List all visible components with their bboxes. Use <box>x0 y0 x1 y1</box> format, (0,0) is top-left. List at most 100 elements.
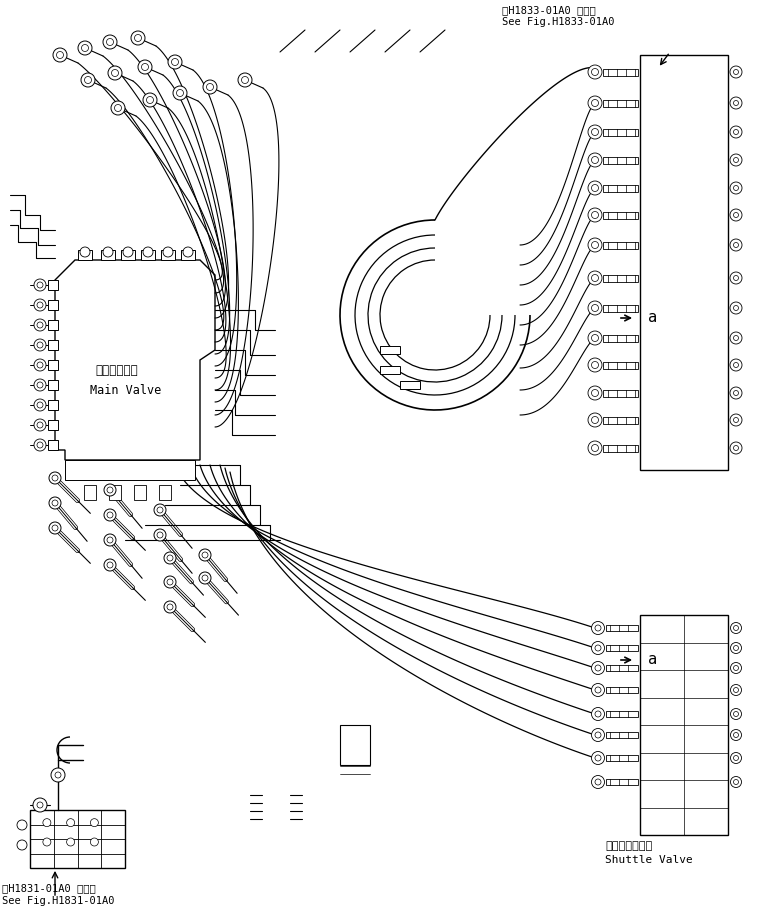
Circle shape <box>588 331 602 345</box>
Circle shape <box>730 302 742 314</box>
Circle shape <box>591 211 598 219</box>
Circle shape <box>104 484 116 496</box>
Circle shape <box>37 402 43 408</box>
Circle shape <box>147 96 154 104</box>
Bar <box>400 381 420 389</box>
Circle shape <box>56 51 63 59</box>
Circle shape <box>81 73 95 87</box>
Text: a: a <box>648 652 657 667</box>
Bar <box>603 445 638 451</box>
Circle shape <box>141 63 148 71</box>
Bar <box>181 250 195 260</box>
Circle shape <box>733 212 739 218</box>
Circle shape <box>595 645 601 651</box>
Circle shape <box>37 382 43 388</box>
Circle shape <box>733 417 739 423</box>
Circle shape <box>591 275 598 281</box>
Circle shape <box>591 416 598 424</box>
Circle shape <box>588 271 602 285</box>
Circle shape <box>107 537 113 543</box>
Circle shape <box>591 304 598 312</box>
Circle shape <box>730 642 741 653</box>
Circle shape <box>730 414 742 426</box>
Text: 第H1831-01A0 図参照: 第H1831-01A0 図参照 <box>2 883 96 893</box>
Bar <box>78 250 92 260</box>
Bar <box>606 711 638 717</box>
Bar <box>603 335 638 342</box>
Circle shape <box>82 44 89 51</box>
Circle shape <box>202 552 208 558</box>
Circle shape <box>143 247 153 257</box>
Circle shape <box>595 625 601 631</box>
Circle shape <box>595 755 601 761</box>
Circle shape <box>595 665 601 671</box>
Circle shape <box>733 243 739 247</box>
Circle shape <box>588 386 602 400</box>
Bar <box>48 420 58 430</box>
Circle shape <box>104 509 116 521</box>
Bar <box>48 360 58 370</box>
Circle shape <box>202 575 208 581</box>
Bar <box>48 340 58 350</box>
Circle shape <box>730 442 742 454</box>
Circle shape <box>111 101 125 115</box>
Circle shape <box>37 342 43 348</box>
Circle shape <box>177 89 184 96</box>
Bar <box>603 129 638 135</box>
Bar <box>48 380 58 390</box>
Circle shape <box>37 322 43 328</box>
Circle shape <box>164 601 176 613</box>
Circle shape <box>733 626 739 630</box>
Circle shape <box>588 238 602 252</box>
Circle shape <box>730 154 742 166</box>
Circle shape <box>733 711 739 717</box>
Circle shape <box>591 156 598 164</box>
Circle shape <box>591 99 598 107</box>
Circle shape <box>49 522 61 534</box>
Circle shape <box>34 359 46 371</box>
Circle shape <box>37 442 43 448</box>
Circle shape <box>733 665 739 671</box>
Circle shape <box>107 39 113 46</box>
Bar <box>603 304 638 312</box>
Circle shape <box>591 129 598 135</box>
Bar <box>141 250 155 260</box>
Circle shape <box>66 838 75 846</box>
Circle shape <box>730 622 741 633</box>
Circle shape <box>49 497 61 509</box>
Circle shape <box>730 126 742 138</box>
Bar <box>606 665 638 671</box>
Bar <box>640 615 728 835</box>
Circle shape <box>591 684 604 697</box>
Circle shape <box>171 59 178 65</box>
Circle shape <box>52 475 58 481</box>
Bar <box>84 485 96 500</box>
Circle shape <box>34 419 46 431</box>
Circle shape <box>733 732 739 738</box>
Circle shape <box>730 730 741 741</box>
Circle shape <box>143 93 157 107</box>
Circle shape <box>34 339 46 351</box>
Bar <box>606 625 638 631</box>
Circle shape <box>131 31 145 45</box>
Circle shape <box>588 358 602 372</box>
Text: See Fig.H1831-01A0: See Fig.H1831-01A0 <box>2 896 114 906</box>
Text: メインバルブ: メインバルブ <box>95 364 137 377</box>
Circle shape <box>51 768 65 782</box>
Circle shape <box>730 97 742 109</box>
Text: Shuttle Valve: Shuttle Valve <box>605 855 692 865</box>
Circle shape <box>114 105 121 111</box>
Circle shape <box>733 687 739 693</box>
Circle shape <box>730 387 742 399</box>
Bar <box>48 320 58 330</box>
Circle shape <box>733 70 739 74</box>
Circle shape <box>34 379 46 391</box>
Circle shape <box>183 247 193 257</box>
Bar <box>48 280 58 290</box>
Circle shape <box>733 186 739 190</box>
Bar <box>159 485 171 500</box>
Bar <box>606 645 638 651</box>
Circle shape <box>242 76 249 84</box>
Text: シャトルバルブ: シャトルバルブ <box>605 841 652 851</box>
Circle shape <box>595 711 601 717</box>
